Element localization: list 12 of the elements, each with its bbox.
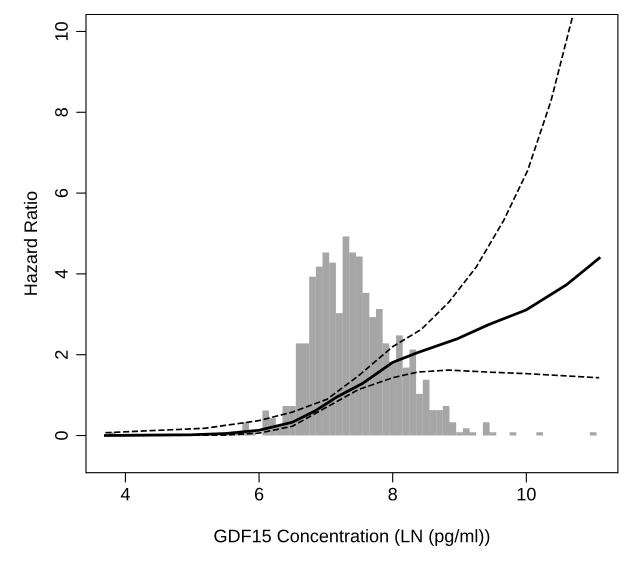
x-tick-label: 10 [518,488,536,501]
y-tick-label: 0 [55,431,68,440]
x-axis-title: GDF15 Concentration (LN (pg/ml)) [214,529,490,546]
x-tick-label: 4 [120,488,130,500]
y-tick-label: 10 [55,22,68,40]
y-tick-label: 6 [55,188,68,198]
y-tick-label: 2 [55,350,68,359]
y-axis-title: Hazard Ratio [24,192,38,295]
x-tick-label: 6 [254,488,264,501]
y-tick-label: 8 [55,108,68,117]
y-tick-label: 4 [55,269,68,279]
x-tick-label: 8 [388,488,397,501]
